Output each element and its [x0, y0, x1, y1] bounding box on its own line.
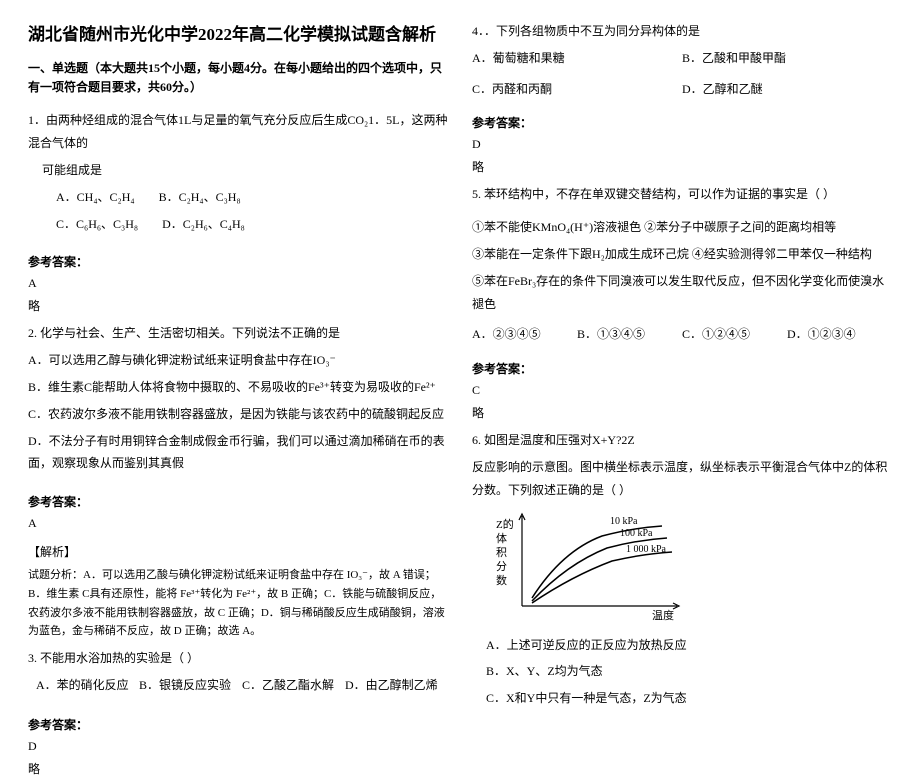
chart-ylabel-1: Z的 [496, 517, 514, 531]
q5-answer: C [472, 383, 892, 398]
q3-opt-a: A．苯的硝化反应 [36, 674, 139, 697]
q1-answer: A [28, 276, 448, 291]
q1-opt-a: A．CH₄、C₂H₄ [56, 186, 135, 209]
chart-xlabel: 温度 [652, 608, 674, 622]
q2-answer-label: 参考答案： [28, 493, 448, 510]
q4-answer: D [472, 137, 892, 152]
q5-o2: ③苯能在一定条件下跟H₂加成生成环己烷 ④经实验测得邻二甲苯仅一种结构 [472, 243, 892, 266]
chart-ylabel-3: 积 [496, 546, 507, 559]
chart-label-100kpa: 100 kPa [620, 528, 653, 539]
question-1: 1．由两种烃组成的混合气体1L与足量的氧气充分反应后生成CO₂1．5L，这两种混… [28, 109, 448, 239]
q4-answer-label: 参考答案： [472, 114, 892, 131]
q1-opts-row1: A．CH₄、C₂H₄ B．C₂H₄、C₃H₈ [28, 186, 448, 209]
q3-lue: 略 [28, 760, 448, 777]
q1-opt-b: B．C₂H₄、C₃H₈ [159, 186, 241, 209]
q1-text: 1．由两种烃组成的混合气体1L与足量的氧气充分反应后生成CO₂1．5L，这两种混… [28, 109, 448, 155]
q5-opt-b: B．①③④⑤ [577, 323, 682, 346]
q4-opt-a: A．葡萄糖和果糖 [472, 47, 682, 70]
q1-text2: 可能组成是 [28, 159, 448, 182]
chart-svg: 10 kPa 100 kPa 1 000 kPa 温度 Z的 体 积 分 数 [492, 506, 692, 626]
q1-opt-d: D．C₂H₆、C₄H₈ [162, 213, 245, 236]
q3-text: 3. 不能用水浴加热的实验是（ ） [28, 647, 448, 670]
q5-o1: ①苯不能使KMnO₄(H⁺)溶液褪色 ②苯分子中碳原子之间的距离均相等 [472, 216, 892, 239]
q4-text: 4．．下列各组物质中不互为同分异构体的是 [472, 20, 892, 43]
q6-text: 6. 如图是温度和压强对X+Y?2Z [472, 429, 892, 452]
q5-answer-label: 参考答案： [472, 360, 892, 377]
section-heading: 一、单选题（本大题共15个小题，每小题4分。在每小题给出的四个选项中，只有一项符… [28, 59, 448, 97]
q6-chart: 10 kPa 100 kPa 1 000 kPa 温度 Z的 体 积 分 数 [492, 506, 692, 626]
q4-lue: 略 [472, 158, 892, 175]
q1-opt-c: C．C₆H₆、C₃H₈ [56, 213, 138, 236]
q2-opt-a: A．可以选用乙醇与碘化钾淀粉试纸来证明食盐中存在IO₃⁻ [28, 349, 448, 372]
q1-answer-label: 参考答案： [28, 253, 448, 270]
question-6: 6. 如图是温度和压强对X+Y?2Z 反应影响的示意图。图中横坐标表示温度，纵坐… [472, 429, 892, 714]
q5-opt-a: A．②③④⑤ [472, 323, 577, 346]
q6-text2: 反应影响的示意图。图中横坐标表示温度，纵坐标表示平衡混合气体中Z的体积分数。下列… [472, 456, 892, 502]
q3-answer-label: 参考答案： [28, 716, 448, 733]
chart-ylabel-4: 分 [496, 560, 507, 573]
q2-opt-b: B．维生素C能帮助人体将食物中摄取的、不易吸收的Fe³⁺转变为易吸收的Fe²⁺ [28, 376, 448, 399]
q5-o3: ⑤苯在FeBr₃存在的条件下同溴液可以发生取代反应，但不因化学变化而使溴水褪色 [472, 270, 892, 316]
question-2: 2. 化学与社会、生产、生活密切相关。下列说法不正确的是 A．可以选用乙醇与碘化… [28, 322, 448, 479]
q5-text: 5. 苯环结构中，不存在单双键交替结构，可以作为证据的事实是（ ） [472, 183, 892, 206]
question-3: 3. 不能用水浴加热的实验是（ ） A．苯的硝化反应 B．银镜反应实验 C．乙酸… [28, 647, 448, 703]
q2-opt-d: D．不法分子有时用铜锌合金制成假金币行骗，我们可以通过滴加稀硝在币的表面，观察现… [28, 430, 448, 476]
q1-opts-row2: C．C₆H₆、C₃H₈ D．C₂H₆、C₄H₈ [28, 213, 448, 236]
chart-ylabel-2: 体 [496, 531, 507, 545]
q5-lue: 略 [472, 404, 892, 421]
question-5: 5. 苯环结构中，不存在单双键交替结构，可以作为证据的事实是（ ） ①苯不能使K… [472, 183, 892, 346]
q2-answer: A [28, 516, 448, 531]
q4-opt-d: D．乙醇和乙醚 [682, 78, 892, 101]
chart-label-1000kpa: 1 000 kPa [626, 544, 667, 555]
q6-opt-a: A．上述可逆反应的正反应为放热反应 [472, 634, 892, 657]
q3-opts: A．苯的硝化反应 B．银镜反应实验 C．乙酸乙酯水解 D．由乙醇制乙烯 [28, 674, 448, 703]
chart-ylabel-5: 数 [496, 574, 507, 587]
q3-opt-c: C．乙酸乙酯水解 [242, 674, 345, 697]
left-column: 湖北省随州市光化中学2022年高二化学模拟试题含解析 一、单选题（本大题共15个… [28, 20, 448, 631]
q6-opt-c: C．X和Y中只有一种是气态，Z为气态 [472, 687, 892, 710]
q1-lue: 略 [28, 297, 448, 314]
q2-opt-c: C．农药波尔多液不能用铁制容器盛放，是因为铁能与该农药中的硫酸铜起反应 [28, 403, 448, 426]
q3-answer: D [28, 739, 448, 754]
q6-opt-b: B．X、Y、Z均为气态 [472, 660, 892, 683]
q5-opt-d: D．①②③④ [787, 323, 892, 346]
q2-jiexi: 试题分析：A．可以选用乙酸与碘化钾淀粉试纸来证明食盐中存在 IO₃⁻，故 A 错… [28, 566, 448, 641]
q4-opt-b: B．乙酸和甲酸甲酯 [682, 47, 892, 70]
q4-opt-c: C．丙醛和丙酮 [472, 78, 682, 101]
q2-jiexi-label: 【解析】 [28, 543, 448, 560]
right-column: 4．．下列各组物质中不互为同分异构体的是 A．葡萄糖和果糖 B．乙酸和甲酸甲酯 … [472, 20, 892, 631]
question-4: 4．．下列各组物质中不互为同分异构体的是 A．葡萄糖和果糖 B．乙酸和甲酸甲酯 … [472, 20, 892, 100]
q3-opt-d: D．由乙醇制乙烯 [345, 674, 448, 697]
page-title: 湖北省随州市光化中学2022年高二化学模拟试题含解析 [28, 20, 448, 45]
chart-label-10kpa: 10 kPa [610, 516, 638, 527]
q2-text: 2. 化学与社会、生产、生活密切相关。下列说法不正确的是 [28, 322, 448, 345]
q5-opt-c: C．①②④⑤ [682, 323, 787, 346]
q3-opt-b: B．银镜反应实验 [139, 674, 242, 697]
